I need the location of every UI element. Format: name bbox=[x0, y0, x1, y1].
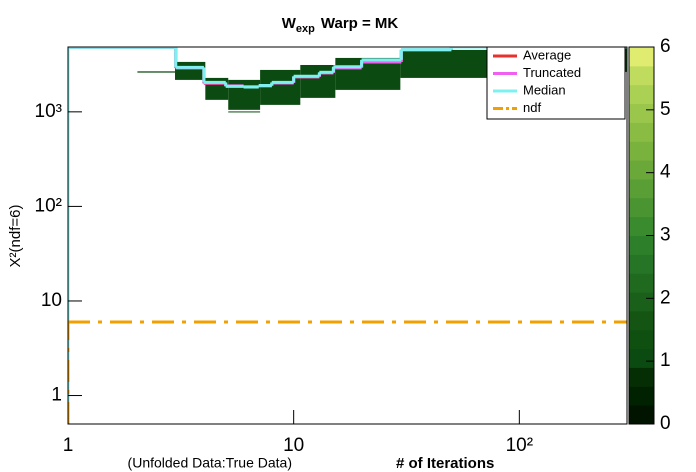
z-tick-label: 4 bbox=[660, 162, 671, 183]
chart-title: Wexp Warp = MK bbox=[282, 15, 399, 35]
colorbar-step bbox=[629, 141, 654, 161]
z-tick-label: 3 bbox=[660, 225, 671, 246]
z-tick-label: 5 bbox=[660, 99, 671, 120]
z-tick-label: 0 bbox=[660, 413, 671, 434]
y-axis-label: Χ²(ndf=6) bbox=[7, 205, 24, 268]
colorbar-step bbox=[629, 122, 654, 142]
y-tick-label: 10³ bbox=[35, 101, 62, 122]
hist-cell bbox=[400, 49, 488, 78]
x-tick-label: 10 bbox=[283, 435, 304, 456]
hist-cell bbox=[228, 111, 261, 113]
colorbar-step bbox=[629, 178, 654, 199]
y-tick-label: 10² bbox=[35, 195, 62, 216]
y-tick-label: 10 bbox=[41, 290, 62, 311]
hist-cell bbox=[300, 64, 336, 98]
plot-frame bbox=[67, 46, 628, 425]
colorbar-step bbox=[629, 160, 654, 180]
colorbar-step bbox=[629, 310, 654, 331]
x-tick-label: 1 bbox=[63, 435, 74, 456]
hist-cell bbox=[228, 79, 261, 110]
colorbar-step bbox=[629, 348, 654, 368]
hist-cell bbox=[137, 71, 206, 73]
y-tick-label: 1 bbox=[51, 385, 62, 406]
x-axis-note: (Unfolded Data:True Data) bbox=[128, 455, 292, 471]
x-axis-label: # of Iterations bbox=[396, 455, 494, 472]
colorbar-step bbox=[629, 84, 654, 105]
colorbar-step bbox=[629, 273, 654, 293]
colorbar-step bbox=[629, 47, 654, 67]
title-main: W bbox=[282, 15, 297, 32]
title-subscript: exp bbox=[296, 23, 315, 35]
hist-cell bbox=[175, 61, 206, 80]
legend-label: Truncated bbox=[523, 65, 581, 80]
legend-label: Median bbox=[523, 82, 566, 97]
colorbar-step bbox=[629, 103, 654, 123]
x-tick-label: 10² bbox=[506, 435, 533, 456]
colorbar-step bbox=[629, 65, 654, 86]
title-rest: Warp = MK bbox=[321, 15, 399, 32]
legend-label: Average bbox=[523, 47, 571, 62]
z-tick-label: 1 bbox=[660, 350, 671, 371]
colorbar-step bbox=[629, 329, 654, 350]
legend-box bbox=[486, 46, 626, 120]
z-tick-label: 2 bbox=[660, 287, 671, 308]
colorbar-step bbox=[629, 386, 654, 406]
colorbar-step bbox=[629, 254, 654, 274]
colorbar-step bbox=[629, 292, 654, 312]
colorbar-step bbox=[629, 367, 654, 387]
legend-label: ndf bbox=[523, 100, 541, 115]
colorbar-step bbox=[629, 197, 654, 218]
colorbar-step bbox=[629, 235, 654, 255]
z-tick-label: 6 bbox=[660, 36, 671, 57]
colorbar-step bbox=[629, 216, 654, 236]
colorbar-step bbox=[629, 405, 654, 425]
